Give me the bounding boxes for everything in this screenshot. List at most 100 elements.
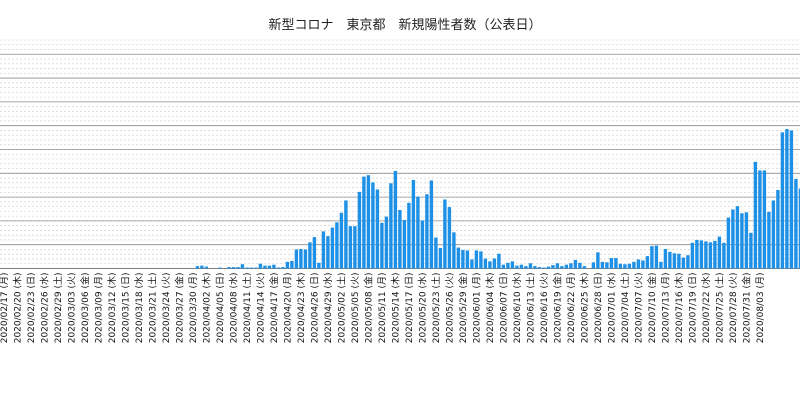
bar	[267, 265, 272, 269]
x-tick-label: 2020/05/14 (木)	[389, 273, 401, 344]
bar	[218, 267, 222, 269]
bar	[497, 253, 501, 269]
bar	[227, 267, 231, 269]
bar	[249, 267, 254, 269]
x-tick-label: 2020/05/26 (火)	[444, 273, 455, 344]
x-tick-label: 2020/06/19 (金)	[551, 273, 563, 344]
x-tick-label: 2020/07/31 (金)	[740, 273, 752, 344]
x-tick-label: 2020/03/03 (火)	[66, 273, 77, 344]
x-tick-label: 2020/07/19 (日)	[687, 273, 698, 344]
bar	[272, 264, 276, 269]
bar	[794, 179, 798, 269]
bar	[596, 252, 600, 269]
x-tick-label: 2020/05/08 (金)	[362, 273, 374, 344]
x-tick-label: 2020/03/15 (日)	[120, 273, 131, 344]
bar	[551, 265, 555, 269]
bar	[699, 240, 704, 269]
bar	[668, 251, 672, 269]
bar	[542, 267, 546, 269]
x-tick-label: 2020/04/02 (木)	[200, 273, 212, 344]
bar	[537, 267, 542, 269]
bar	[618, 263, 623, 269]
x-tick-label: 2020/06/13 (土)	[524, 273, 536, 344]
bar	[578, 262, 582, 269]
bar	[726, 217, 731, 269]
x-tick-label: 2020/06/16 (火)	[539, 273, 550, 344]
bar	[461, 249, 465, 269]
bar	[236, 267, 240, 269]
bar	[614, 258, 618, 269]
bar	[416, 196, 420, 269]
bar	[519, 264, 524, 269]
bar	[308, 242, 312, 269]
x-tick-label: 2020/04/08 (水)	[227, 273, 239, 344]
x-tick-label: 2020/03/09 (月)	[93, 273, 104, 344]
bar	[375, 189, 380, 269]
bar	[438, 248, 443, 269]
bar	[488, 261, 492, 269]
x-tick-label: 2020/06/25 (木)	[578, 273, 590, 344]
bar	[546, 266, 551, 269]
bar	[677, 253, 681, 269]
bar	[672, 253, 677, 269]
bar	[447, 207, 452, 269]
bar	[353, 226, 357, 269]
x-tick-label: 2020/04/17 (金)	[268, 273, 280, 344]
bar	[758, 170, 762, 269]
x-tick-label: 2020/07/28 (火)	[728, 273, 739, 344]
x-tick-label: 2020/02/20 (木)	[11, 273, 23, 344]
bar	[258, 263, 263, 269]
bar	[483, 258, 488, 269]
x-tick-label: 2020/06/04 (木)	[484, 273, 496, 344]
bar	[290, 260, 294, 269]
bar	[641, 260, 645, 269]
x-tick-labels: 2020/02/17 (月) 2020/02/20 (木) 2020/02/23 (…	[0, 273, 766, 344]
bar	[560, 266, 564, 269]
x-tick-label: 2020/07/01 (水)	[605, 273, 617, 344]
bar	[393, 170, 398, 269]
bar	[434, 237, 438, 269]
bar	[605, 262, 609, 269]
bar	[425, 194, 429, 269]
x-tick-label: 2020/05/02 (土)	[335, 273, 347, 344]
bar	[785, 129, 789, 269]
bar	[555, 263, 560, 269]
bar	[312, 237, 317, 269]
bar	[362, 176, 366, 269]
bar	[722, 242, 726, 269]
bar	[348, 226, 353, 269]
x-tick-label: 2020/03/30 (月)	[188, 273, 199, 344]
x-tick-label: 2020/05/17 (日)	[404, 273, 415, 344]
bar	[294, 249, 299, 269]
bar	[330, 227, 335, 269]
bar	[402, 219, 407, 269]
bar	[645, 256, 650, 269]
bar-series	[195, 129, 800, 269]
x-tick-label: 2020/03/18 (水)	[133, 273, 145, 344]
bar	[299, 248, 303, 269]
x-tick-label: 2020/05/29 (金)	[457, 273, 469, 344]
bar	[366, 175, 371, 269]
bar	[789, 130, 794, 269]
bar	[240, 264, 245, 269]
bar	[569, 263, 573, 269]
bar	[344, 200, 348, 269]
bar	[686, 255, 690, 269]
x-tick-label: 2020/03/12 (木)	[106, 273, 118, 344]
bar	[515, 265, 519, 269]
bar	[753, 161, 758, 269]
bar	[749, 232, 753, 269]
x-tick-label: 2020/06/01 (月)	[471, 273, 482, 344]
bar	[798, 188, 800, 269]
bar	[623, 264, 627, 269]
bar	[744, 212, 749, 269]
bar	[443, 199, 447, 269]
bar	[200, 265, 204, 269]
bar	[731, 209, 735, 269]
x-tick-label: 2020/03/21 (土)	[146, 273, 158, 344]
bar	[573, 259, 578, 269]
x-tick-label: 2020/04/14 (火)	[255, 273, 266, 344]
bar	[767, 211, 771, 269]
x-tick-label: 2020/02/17 (月)	[0, 273, 10, 344]
bar	[717, 236, 722, 269]
